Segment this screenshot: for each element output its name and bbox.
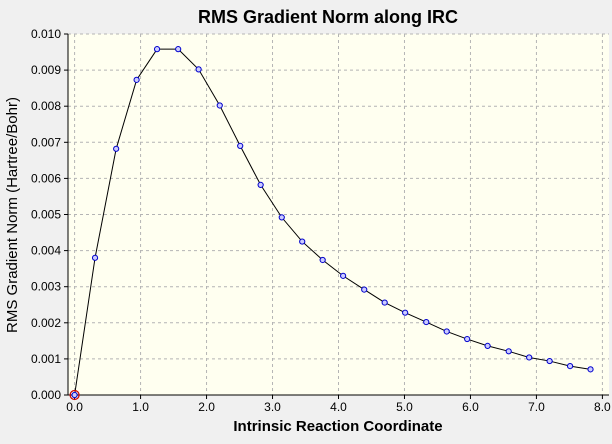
y-tick-label: 0.010 [31, 27, 61, 41]
data-point [216, 102, 223, 109]
data-point [546, 357, 553, 365]
y-tick-label: 0.009 [31, 63, 61, 77]
data-point [319, 256, 326, 264]
data-point [175, 46, 182, 53]
plot-area: 0.000 0.001 0.002 0.003 0.004 0.005 0.006 0.007… [31, 27, 611, 414]
x-tick-label: 3.0 [264, 400, 281, 414]
x-tick-label: 2.0 [198, 400, 215, 414]
data-point [587, 366, 594, 373]
data-point [566, 363, 574, 370]
data-point [423, 318, 430, 326]
x-tick-label: 5.0 [396, 400, 413, 414]
y-tick-label: 0.008 [31, 99, 61, 113]
data-point [133, 76, 140, 83]
y-tick-label: 0.007 [31, 135, 61, 149]
data-point [361, 286, 368, 293]
y-tick-label: 0.000 [31, 388, 61, 402]
y-tick-label: 0.003 [31, 280, 61, 294]
y-axis-label: RMS Gradient Norm (Hartree/Bohr) [4, 97, 21, 333]
y-tick-label: 0.004 [31, 244, 61, 258]
data-point [195, 66, 202, 73]
chart-title: RMS Gradient Norm along IRC [198, 7, 458, 27]
data-point [402, 309, 409, 316]
x-tick-label: 4.0 [330, 400, 347, 414]
x-tick-label: 0.0 [66, 400, 83, 414]
x-tick-label: 8.0 [594, 400, 611, 414]
y-tick-label: 0.002 [31, 316, 61, 330]
data-point [464, 335, 471, 343]
data-point [237, 142, 244, 150]
data-point [381, 299, 388, 306]
data-point [91, 254, 99, 261]
y-tick-label: 0.005 [31, 208, 61, 222]
x-tick-label: 7.0 [528, 400, 545, 414]
data-point [443, 328, 450, 335]
data-point [257, 181, 264, 188]
x-axis-label: Intrinsic Reaction Coordinate [233, 418, 442, 435]
data-point [340, 272, 347, 279]
data-point [505, 348, 512, 355]
data-point [484, 342, 491, 350]
y-tick-label: 0.001 [31, 352, 61, 366]
data-point [278, 214, 285, 221]
start-point-marker [69, 389, 80, 401]
x-tick-label: 6.0 [462, 400, 479, 414]
data-point [153, 46, 161, 53]
data-point [299, 238, 306, 245]
y-tick-label: 0.006 [31, 171, 61, 185]
series-line [74, 48, 591, 396]
data-point [113, 145, 120, 152]
data-point [71, 391, 78, 399]
x-tick-label: 1.0 [132, 400, 149, 414]
data-point [526, 354, 533, 361]
